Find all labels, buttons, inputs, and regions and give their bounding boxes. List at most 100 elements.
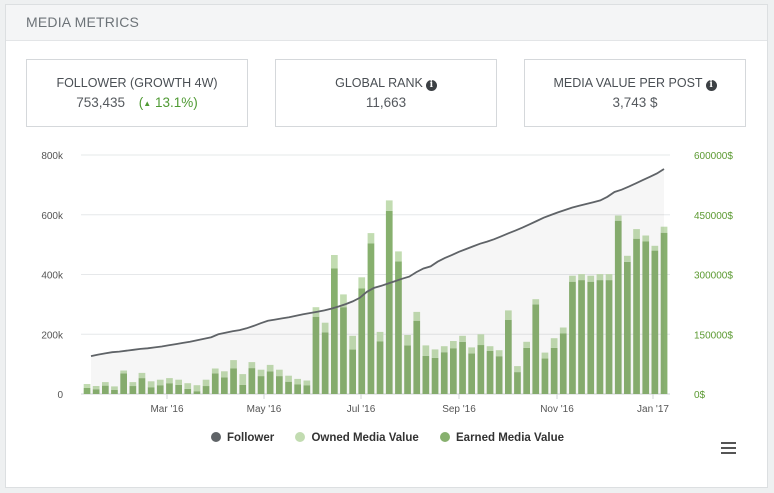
owned-media-bar [147,381,155,388]
owned-media-bar [578,274,585,281]
earned-media-bar [413,320,421,394]
earned-media-bar [184,388,192,394]
right-axis-tick-label: 600000$ [694,151,733,162]
owned-media-bar [248,362,256,369]
earned-media-bar [349,349,356,394]
earned-media-bar [321,332,329,394]
earned-media-bar [266,371,274,394]
legend-marker [440,432,451,442]
earned-media-bar [138,378,146,394]
owned-media-bar [211,368,219,374]
legend-item-follower[interactable]: Follower [210,432,275,444]
earned-media-bar [166,383,173,394]
menu-bar [721,452,736,454]
owned-media-bar [596,274,604,281]
earned-media-bar [92,389,100,394]
follower-stat-card: FOLLOWER (GROWTH 4W) 753,435 (▲ 13.1%) [26,59,248,127]
legend-label: Follower [226,432,275,444]
legend-item-owned-media-value[interactable]: Owned Media Value [295,432,419,444]
global-rank-value: 11,663 [365,95,407,110]
follower-line [90,168,665,357]
earned-media-bar [395,261,402,394]
owned-media-bar [221,371,228,378]
growth-percent: 13.1%) [154,95,198,110]
earned-media-bar [211,373,219,394]
earned-media-bar [505,319,512,394]
chart-legend: Follower Owned Media Value Earned Media … [6,432,769,444]
earned-media-bar [285,381,292,394]
legend-item-earned-media-value[interactable]: Earned Media Value [440,432,564,444]
info-icon[interactable]: i [425,80,437,91]
earned-media-bar [532,304,540,394]
left-axis-tick-label: 600k [41,211,64,222]
earned-media-bar [147,387,155,394]
menu-bar [721,447,736,449]
owned-media-bar [550,338,558,348]
menu-bar [721,442,736,444]
owned-media-bar [624,255,631,262]
earned-media-bar [312,316,320,394]
owned-media-bar [202,379,210,387]
earned-media-bar [422,355,430,394]
owned-media-bar [303,380,311,386]
earned-media-bar [569,281,576,394]
earned-media-bar [559,333,567,394]
hamburger-menu-icon[interactable] [721,442,736,454]
owned-media-bar [184,383,192,389]
earned-media-bar [111,390,118,394]
owned-media-bar [440,346,448,353]
owned-media-bar [175,379,182,385]
panel-header: MEDIA METRICS [6,5,767,41]
follower-count: 753,435 [76,95,126,110]
earned-media-bar [129,386,137,394]
earned-media-bar [495,356,503,394]
owned-media-bar [349,335,356,350]
owned-media-bar [321,322,329,333]
info-icon[interactable]: i [705,80,717,91]
earned-media-bar [156,385,164,394]
right-axis-tick-label: 0$ [694,390,706,401]
right-axis-tick-label: 150000$ [694,330,733,341]
media-value-label-row: MEDIA VALUE PER POST i [525,76,745,91]
left-axis-tick-label: 800k [41,151,64,162]
growth-open-paren: ( [138,95,144,110]
owned-media-bar [505,310,512,320]
owned-media-bar [367,233,375,244]
media-value-label: MEDIA VALUE PER POST [553,76,703,90]
owned-media-bar [395,251,402,262]
owned-media-bar [129,382,137,387]
earned-media-bar [624,261,631,394]
owned-media-bar [651,245,659,251]
owned-media-bar [495,350,503,357]
earned-media-bar [431,357,439,394]
x-axis-tick-label: May '16 [247,404,282,415]
owned-media-bar [166,378,173,384]
media-value-stat-card: MEDIA VALUE PER POST i 3,743 $ [524,59,746,127]
follower-area [91,169,664,394]
earned-media-bar [248,368,256,394]
earned-media-bar [514,372,521,394]
left-axis-tick-label: 400k [41,271,64,282]
media-value-value: 3,743 $ [612,95,658,110]
right-axis-tick-label: 300000$ [694,271,733,282]
owned-media-bar [569,275,576,282]
earned-media-bar [440,352,448,394]
earned-media-bar [523,347,530,394]
owned-media-bar [559,327,567,334]
owned-media-bar [486,346,494,351]
owned-media-bar [413,311,421,321]
earned-media-bar [605,280,613,394]
follower-stat-value-row: 753,435 (▲ 13.1%) [27,95,247,110]
owned-media-bar [514,366,521,373]
left-axis-tick-label: 200k [41,330,64,341]
earned-media-bar [83,388,91,394]
owned-media-bar [422,345,430,356]
earned-media-bar [596,280,604,394]
owned-media-bar [257,369,265,377]
owned-media-bar [92,386,100,390]
earned-media-bar [385,210,393,394]
owned-media-bar [294,378,301,385]
right-axis-tick-label: 450000$ [694,211,733,222]
owned-media-bar [468,347,475,354]
legend-marker [295,432,306,442]
